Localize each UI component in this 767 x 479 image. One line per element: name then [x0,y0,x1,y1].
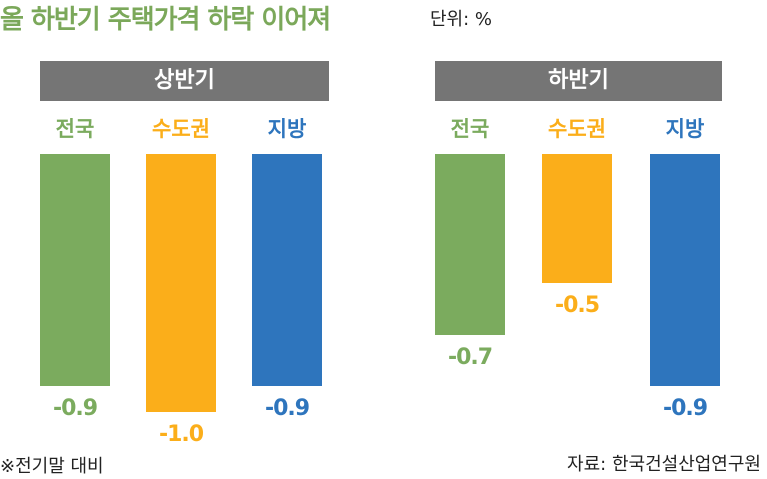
category-label: 수도권 [152,117,210,141]
bar [40,154,110,387]
value-label: -0.7 [447,344,493,370]
category-label: 지방 [665,117,705,141]
unit-label: 단위: % [430,9,493,30]
value-label: -0.9 [264,396,310,422]
value-label: -0.5 [554,293,600,318]
value-label: -0.9 [662,396,708,422]
category-label: 전국 [450,117,490,141]
panel-title-second-half: 하반기 [435,61,722,101]
bar [252,154,322,387]
value-label: -1.0 [158,422,204,447]
category-label: 수도권 [548,117,606,141]
footnote: ※전기말 대비 [0,456,104,477]
category-label: 전국 [55,117,95,141]
panel-title-first-half: 상반기 [40,61,329,101]
bar [435,154,505,335]
value-label: -0.9 [52,396,98,422]
bar [146,154,216,412]
bar [650,154,720,387]
chart-title: 올 하반기 주택가격 하락 이어져 [0,5,331,35]
bar [542,154,612,283]
source-note: 자료: 한국건설산업연구원 [567,454,761,475]
category-label: 지방 [267,117,307,141]
